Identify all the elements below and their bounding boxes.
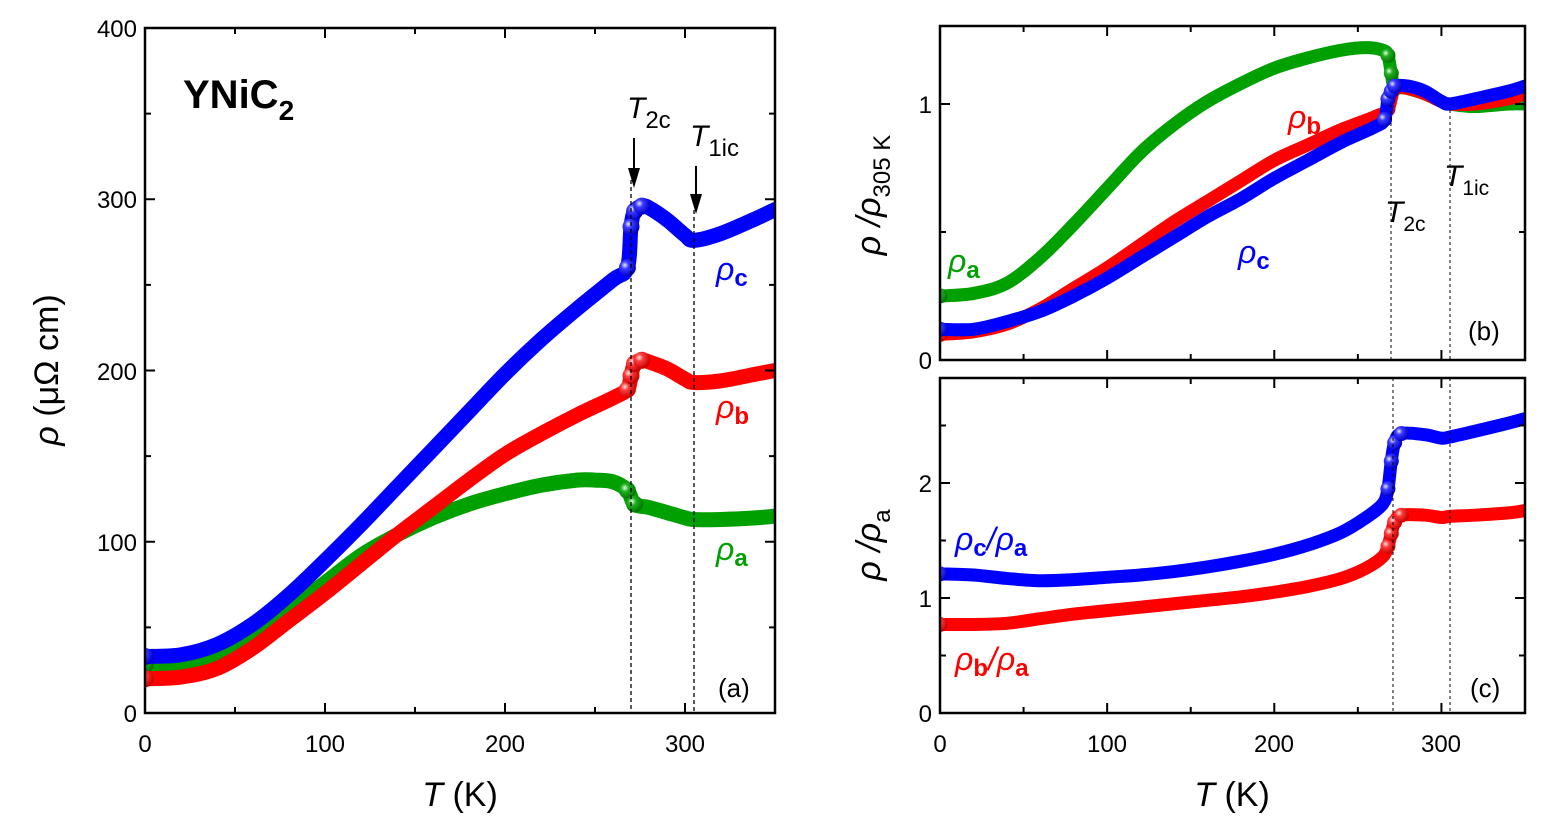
xtick-label: 0 <box>138 731 151 758</box>
t1ic-arrow-icon <box>690 166 702 214</box>
t1ic-annotation: T1ic <box>1444 160 1489 200</box>
panel-c-series <box>940 412 1525 632</box>
data-point-marker <box>940 616 948 632</box>
panel-b-series <box>940 41 1525 342</box>
panel-a-series <box>145 197 775 688</box>
data-point-marker <box>1393 507 1409 523</box>
series-curve <box>145 472 775 673</box>
data-point-marker <box>940 321 948 337</box>
xtick-label: 100 <box>305 731 345 758</box>
panel-a-ylabel: ρ (μΩ cm) <box>28 294 66 446</box>
panel-c-ticks <box>939 378 1525 714</box>
panel-a-xlabel: T (K) <box>422 776 498 814</box>
t2c-annotation: T2c <box>627 92 671 134</box>
ytick-label: 300 <box>97 187 137 214</box>
panel-a-label: (a) <box>718 673 750 703</box>
rho-b-label: ρb <box>715 389 749 430</box>
rho-c-over-rho-a-label: ρc/ρa <box>954 521 1028 562</box>
panel-b: 0 1 ρ /ρ305 K ρa ρb ρc T2c T1ic (b) <box>850 24 1527 375</box>
data-point-marker <box>1383 65 1399 81</box>
data-point-marker <box>633 351 651 369</box>
panel-a-ticks <box>144 27 775 714</box>
data-point-marker <box>145 647 154 665</box>
t2c-annotation: T2c <box>1385 196 1426 236</box>
ytick-label: 1 <box>919 92 932 119</box>
data-point-marker <box>633 197 651 215</box>
t2c-arrow-icon <box>628 138 640 188</box>
panel-c-ylabel: ρ /ρa <box>850 509 896 582</box>
panel-c-frame <box>938 376 1527 715</box>
data-point-marker <box>1377 111 1393 127</box>
data-point-marker <box>1380 538 1396 554</box>
data-point-marker <box>618 380 636 398</box>
data-point-marker <box>1380 481 1396 497</box>
rho-b-label: ρb <box>1287 99 1321 140</box>
series-curve <box>940 41 1525 303</box>
series-curve <box>145 198 775 664</box>
xtick-label: 200 <box>1254 731 1294 758</box>
ytick-label: 0 <box>919 348 932 375</box>
panel-a-ytick-labels: 0 100 200 300 400 <box>97 16 137 728</box>
ytick-label: 1 <box>919 586 932 613</box>
data-point-marker <box>618 481 636 499</box>
panel-b-ticks <box>939 26 1525 361</box>
ytick-label: 100 <box>97 530 137 557</box>
rho-b-over-rho-a-label: ρb/ρa <box>954 641 1029 682</box>
data-point-marker <box>145 670 154 688</box>
data-point-marker <box>1380 47 1396 63</box>
panel-a-xtick-labels: 0 100 200 300 <box>138 731 705 758</box>
panel-a: 0 100 200 300 0 100 200 300 400 T (K) ρ … <box>28 16 777 814</box>
panel-c-xtick-labels: 0 100 200 300 <box>933 731 1461 758</box>
ytick-label: 400 <box>97 16 137 43</box>
panel-b-label: (b) <box>1468 316 1500 346</box>
t1ic-annotation: T1ic <box>690 120 739 162</box>
data-point-marker <box>1383 526 1399 542</box>
rho-a-label: ρa <box>715 531 748 572</box>
panel-c-ytick-labels: 0 1 2 <box>919 471 932 728</box>
ytick-label: 0 <box>124 701 137 728</box>
rho-c-label: ρc <box>1237 234 1270 275</box>
data-point-marker <box>940 288 948 304</box>
series-curve <box>940 412 1525 588</box>
rho-c-label: ρc <box>715 251 748 292</box>
compound-label: YNiC2 <box>183 73 294 126</box>
series-curve <box>940 504 1525 632</box>
data-point-marker <box>1387 78 1403 94</box>
data-point-marker <box>940 566 948 582</box>
data-point-marker <box>626 495 644 513</box>
ytick-label: 200 <box>97 359 137 386</box>
ytick-label: 2 <box>919 471 932 498</box>
rho-a-label: ρa <box>947 243 980 284</box>
series-curve <box>940 80 1525 341</box>
data-point-marker <box>1393 426 1409 442</box>
panel-c: 0 100 200 300 0 1 2 T (K) ρ /ρa ρc/ρa ρb… <box>850 376 1527 814</box>
xtick-label: 100 <box>1087 731 1127 758</box>
panel-c-label: (c) <box>1470 673 1500 703</box>
xtick-label: 300 <box>1421 731 1461 758</box>
data-point-marker <box>622 218 640 236</box>
panel-b-ylabel: ρ /ρ305 K <box>850 135 896 257</box>
series-curve <box>145 352 775 687</box>
ytick-label: 0 <box>919 701 932 728</box>
xtick-label: 300 <box>665 731 705 758</box>
panel-c-xlabel: T (K) <box>1194 776 1270 814</box>
xtick-label: 0 <box>933 731 946 758</box>
panel-b-frame <box>938 24 1527 362</box>
data-point-marker <box>1383 453 1399 469</box>
data-point-marker <box>618 259 636 277</box>
series-curve <box>940 78 1525 337</box>
xtick-label: 200 <box>485 731 525 758</box>
